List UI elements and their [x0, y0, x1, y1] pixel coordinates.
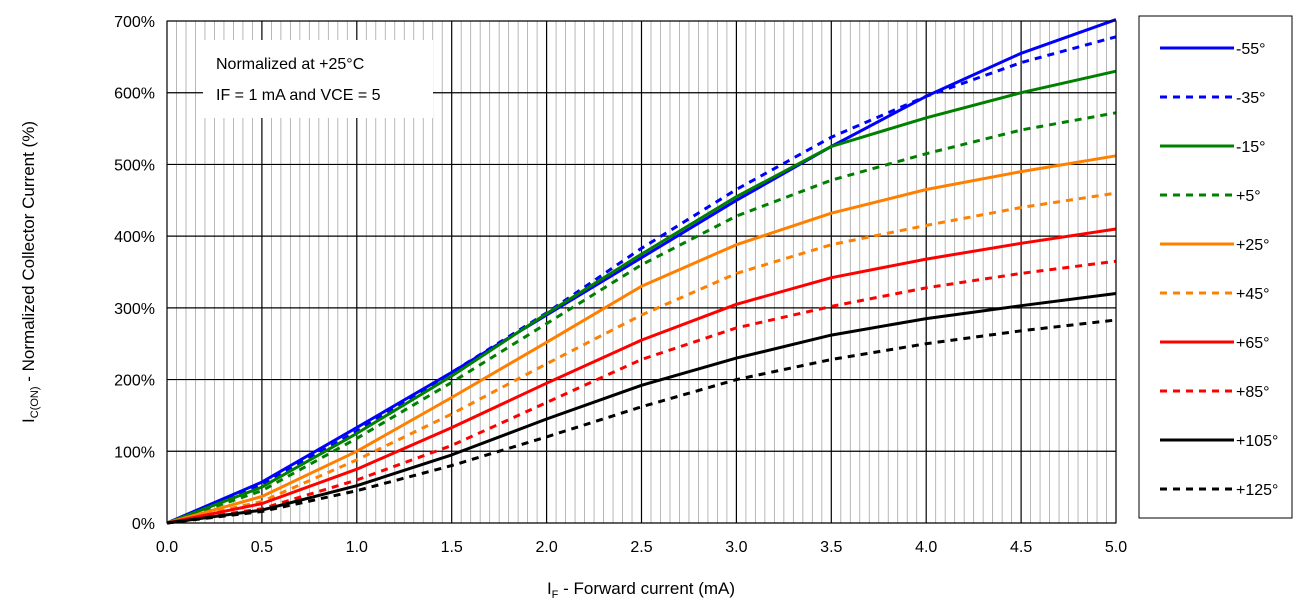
y-tick-label: 400%: [114, 229, 155, 246]
y-tick-label: 100%: [114, 444, 155, 461]
legend-label: +85°: [1236, 384, 1270, 401]
series-lines: [166, 18, 1117, 525]
series-line-3: [166, 111, 1117, 525]
y-tick-label: 500%: [114, 157, 155, 174]
x-tick-label: 2.5: [630, 539, 652, 556]
y-tick-label: 700%: [114, 14, 155, 31]
x-axis-title-rest: - Forward current (mA): [558, 579, 735, 598]
y-tick-label: 300%: [114, 301, 155, 318]
series-line-9: [166, 318, 1117, 525]
x-tick-labels: 0.0 0.5 1.0 1.5 2.0 2.5 3.0 3.5 4.0 4.5 5.0: [156, 539, 1127, 556]
x-tick-label: 0.5: [251, 539, 273, 556]
x-tick-label: 3.5: [820, 539, 842, 556]
x-tick-label: 0.0: [156, 539, 178, 556]
x-tick-label: 3.0: [725, 539, 747, 556]
legend-label: +125°: [1236, 482, 1278, 499]
annotation-line-2: IF = 1 mA and VCE = 5: [216, 87, 381, 104]
series-line-2: [166, 69, 1117, 525]
x-tick-label: 4.0: [915, 539, 937, 556]
x-axis-title-sub: F: [552, 589, 559, 601]
x-tick-label: 2.0: [535, 539, 557, 556]
y-tick-labels: 0% 100% 200% 300% 400% 500% 600% 700%: [114, 14, 155, 533]
series-line-0: [166, 18, 1117, 525]
series-line-4: [166, 154, 1117, 525]
y-axis-title-rest: - Normalized Collector Current (%): [19, 121, 38, 386]
legend-label: -55°: [1236, 41, 1266, 58]
annotation-box: [203, 40, 433, 118]
y-axis-title-main: I: [19, 418, 38, 423]
legend-label: +105°: [1236, 433, 1278, 450]
x-tick-label: 4.5: [1010, 539, 1032, 556]
series-line-1: [166, 35, 1117, 525]
legend-label: -15°: [1236, 139, 1266, 156]
legend-label: +5°: [1236, 188, 1261, 205]
series-line-5: [166, 191, 1117, 525]
y-tick-label: 0%: [132, 516, 155, 533]
legend-box: [1138, 15, 1293, 519]
y-tick-label: 200%: [114, 373, 155, 390]
x-tick-label: 1.0: [346, 539, 368, 556]
y-axis-title: IC(ON) - Normalized Collector Current (%…: [19, 121, 41, 423]
legend-label: +25°: [1236, 237, 1270, 254]
annotation-line-1: Normalized at +25°C: [216, 56, 364, 73]
plot-area-border: [166, 20, 1117, 524]
y-axis-title-sub: C(ON): [29, 386, 41, 418]
series-line-7: [166, 259, 1117, 525]
x-tick-label: 5.0: [1105, 539, 1127, 556]
legend-label: +65°: [1236, 335, 1270, 352]
y-tick-label: 600%: [114, 86, 155, 103]
series-line-6: [166, 227, 1117, 525]
series-line-8: [166, 292, 1117, 525]
x-tick-label: 1.5: [441, 539, 463, 556]
legend-label: +45°: [1236, 286, 1270, 303]
x-axis-title-main: I: [547, 579, 552, 598]
legend: -55° -35° -15° +5° +25° +45° +65° +85° +105° +125…: [1160, 41, 1278, 499]
x-axis-title: IF - Forward current (mA): [547, 579, 735, 601]
legend-label: -35°: [1236, 90, 1266, 107]
